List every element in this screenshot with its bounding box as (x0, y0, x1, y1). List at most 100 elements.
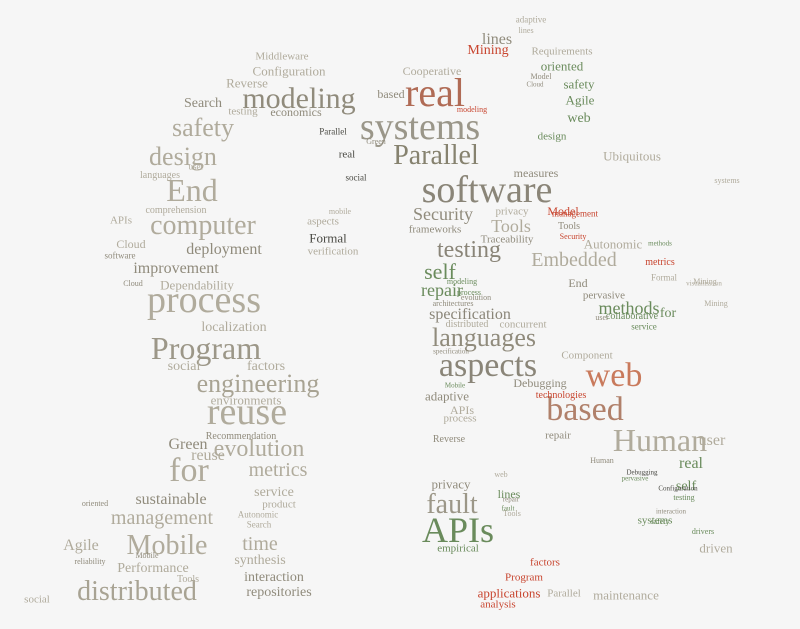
cloud-word: economics (270, 105, 322, 119)
cloud-word: design (149, 142, 217, 171)
cloud-word: real (405, 70, 465, 115)
cloud-word: methods (648, 239, 672, 248)
cloud-word: repair (421, 280, 463, 300)
cloud-word: based (546, 391, 624, 428)
cloud-word: repositories (246, 585, 312, 600)
cloud-word: evolution (460, 293, 492, 302)
cloud-word: web (494, 470, 508, 479)
cloud-word: oriented (540, 58, 584, 74)
cloud-word: Cloud (123, 279, 143, 288)
cloud-word: Tools (491, 216, 531, 236)
cloud-word: software (104, 250, 136, 261)
cloud-word: service (254, 485, 294, 500)
cloud-word: testing (228, 105, 258, 118)
cloud-word: safety (650, 517, 670, 526)
cloud-word: aspects (438, 347, 538, 384)
cloud-word: Program (505, 571, 543, 584)
cloud-word: web (585, 357, 643, 394)
cloud-word: distributed (77, 576, 197, 607)
cloud-word: Mobile (135, 551, 159, 560)
cloud-word: aspects (307, 215, 339, 228)
cloud-word: systems (359, 106, 481, 148)
cloud-word: APIs (449, 403, 475, 417)
cloud-word: comprehension (145, 205, 207, 216)
cloud-word: real (338, 148, 356, 161)
cloud-word: synthesis (234, 553, 286, 568)
cloud-word: reuse (206, 391, 288, 433)
cloud-word: Recommendation (205, 431, 277, 442)
cloud-word: Security (559, 232, 587, 241)
cloud-word: deployment (186, 241, 262, 258)
cloud-word: Tools (176, 574, 200, 585)
cloud-word: lines (481, 31, 513, 48)
cloud-word: measures (513, 166, 559, 180)
cloud-word: design (537, 130, 567, 143)
cloud-word: Ubiquitous (603, 148, 661, 164)
cloud-word: service (631, 321, 657, 332)
cloud-word: user (595, 313, 609, 322)
cloud-word: empirical (437, 542, 479, 555)
cloud-word: mobile (328, 207, 352, 216)
cloud-word: APIs (421, 510, 495, 550)
cloud-word: testing (673, 493, 695, 502)
cloud-word: Search (246, 519, 272, 530)
cloud-word: Agile (63, 537, 99, 554)
cloud-word: metrics (248, 459, 308, 481)
cloud-word: Reverse (226, 75, 268, 91)
cloud-word: management (110, 507, 214, 529)
cloud-word: modeling (446, 277, 478, 286)
cloud-word: modeling (456, 105, 488, 114)
cloud-word: Cloud (526, 80, 544, 89)
cloud-word: web (567, 111, 591, 126)
cloud-word: Cloud (116, 237, 146, 251)
cloud-word: Security (413, 204, 473, 224)
cloud-word: process (147, 279, 261, 321)
cloud-word: time (242, 533, 278, 555)
cloud-word: metrics (645, 257, 675, 268)
cloud-word: technologies (535, 390, 587, 401)
cloud-word: Parallel (393, 140, 479, 171)
cloud-word: software (421, 169, 553, 211)
cloud-word: interaction (244, 570, 304, 585)
cloud-word: languages (432, 323, 536, 352)
cloud-word: for (659, 306, 677, 321)
cloud-word: Mining (704, 299, 728, 308)
cloud-word: Configuration (658, 484, 698, 493)
cloud-word: localization (201, 320, 267, 335)
cloud-word: Embedded (531, 249, 617, 271)
cloud-word: Human (612, 422, 708, 458)
cloud-word: architectures (432, 299, 474, 308)
cloud-word: self (675, 479, 697, 494)
cloud-word: visualization (686, 279, 722, 288)
cloud-word: engineering (196, 369, 320, 398)
cloud-word: repair (502, 495, 520, 504)
cloud-word: safety (563, 76, 595, 92)
cloud-word: Dependability (160, 277, 234, 293)
cloud-word: process (443, 412, 477, 425)
cloud-word: End (166, 172, 218, 208)
cloud-word: frameworks (408, 223, 462, 236)
cloud-word: Reverse (432, 434, 466, 445)
cloud-word: specification (429, 306, 511, 323)
cloud-word: distributed (445, 319, 489, 330)
cloud-word: interaction (656, 507, 686, 516)
cloud-word: systems (637, 514, 673, 527)
cloud-word: factors (246, 359, 286, 374)
cloud-word: evolution (213, 436, 305, 462)
cloud-word: product (262, 498, 296, 511)
cloud-word: Mining (467, 43, 509, 58)
cloud-word: analysis (480, 598, 516, 611)
cloud-word: repair (545, 429, 571, 442)
cloud-word: End (568, 276, 588, 290)
cloud-word: lines (518, 26, 534, 35)
cloud-word: oriented (81, 499, 109, 508)
cloud-word: Search (183, 96, 223, 111)
cloud-word: Mobile (126, 530, 208, 561)
cloud-word: self (424, 259, 456, 284)
cloud-word: reliability (74, 557, 106, 566)
cloud-word: environments (210, 392, 282, 408)
cloud-word: Tools (503, 509, 521, 518)
cloud-word: Cooperative (402, 64, 462, 78)
cloud-word: modeling (242, 82, 356, 115)
cloud-word: pervasive (582, 289, 626, 302)
